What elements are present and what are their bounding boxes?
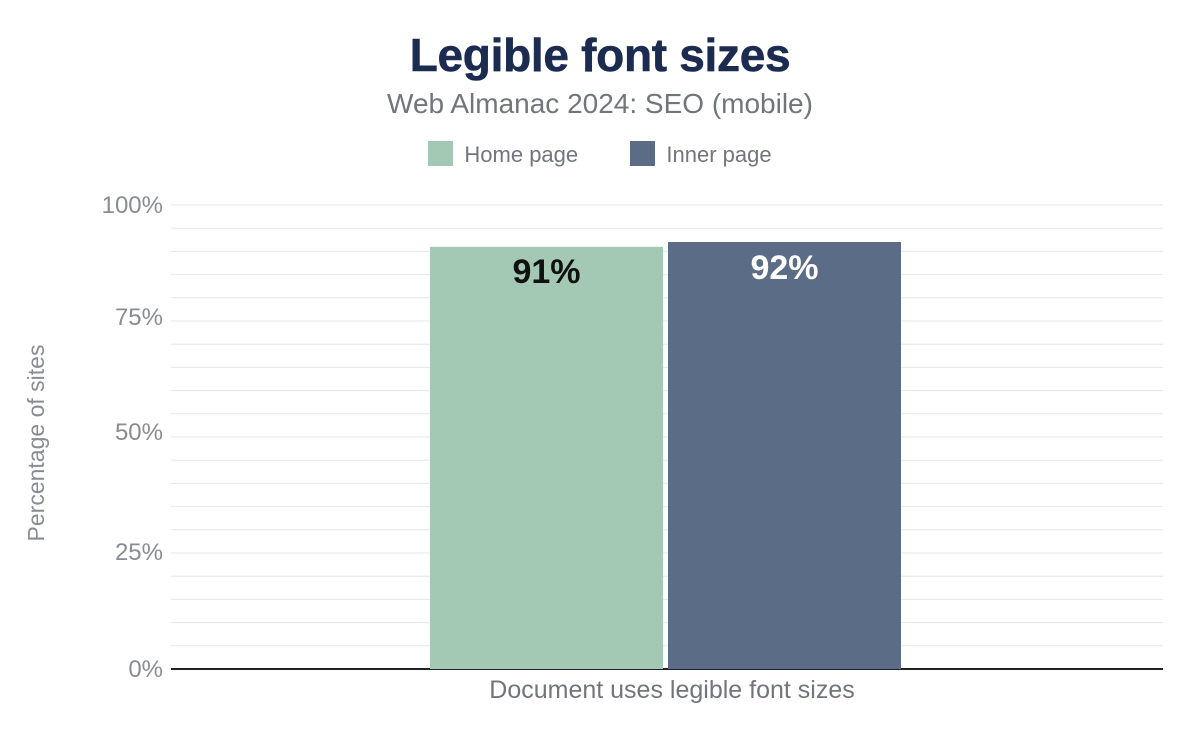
- svg-text:100%: 100%: [102, 192, 163, 219]
- svg-text:Document uses legible font siz: Document uses legible font sizes: [489, 676, 854, 704]
- svg-text:0%: 0%: [128, 656, 163, 683]
- svg-text:50%: 50%: [115, 419, 163, 446]
- svg-text:Percentage of sites: Percentage of sites: [23, 345, 49, 542]
- svg-text:91%: 91%: [512, 253, 580, 291]
- svg-text:25%: 25%: [115, 539, 163, 566]
- svg-text:92%: 92%: [750, 249, 818, 287]
- svg-text:75%: 75%: [115, 304, 163, 331]
